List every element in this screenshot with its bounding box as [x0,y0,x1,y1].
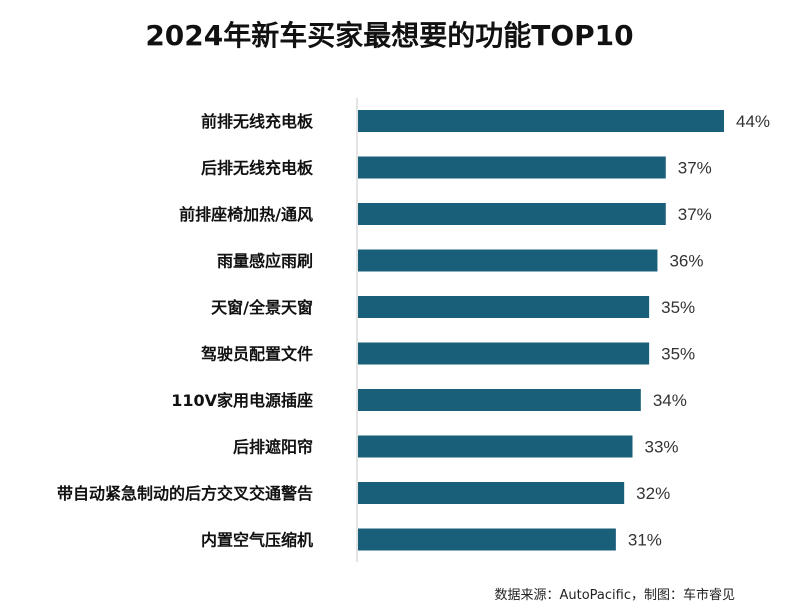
category-label: 雨量感应雨刷 [217,252,313,271]
bar [358,482,625,504]
bar [358,110,724,132]
category-label: 前排无线充电板 [201,112,314,131]
value-label: 35% [661,345,695,364]
value-label: 32% [636,484,670,503]
bar [358,156,666,179]
source-note: 数据来源：AutoPacific，制图：车市睿见 [494,588,735,603]
bar [358,342,650,365]
category-label: 带自动紧急制动的后方交叉交通警告 [57,484,313,503]
category-label: 驾驶员配置文件 [200,345,313,364]
bar [358,435,633,458]
value-label: 34% [653,391,687,410]
value-label: 33% [645,438,679,457]
value-label: 44% [736,112,770,131]
bar [358,296,650,318]
bar [358,389,641,411]
bar [358,249,658,272]
category-label: 后排无线充电板 [201,159,314,178]
value-label: 31% [628,531,662,550]
value-label: 35% [661,298,695,317]
category-label: 内置空气压缩机 [201,531,313,550]
category-label: 前排座椅加热/通风 [179,205,313,224]
value-label: 36% [669,252,703,271]
category-label: 天窗/全景天窗 [211,298,313,317]
category-label: 后排遮阳帘 [233,438,313,457]
value-label: 37% [678,205,712,224]
category-label: 110V家用电源插座 [171,391,313,410]
chart-title: 2024年新车买家最想要的功能TOP10 [145,19,634,52]
bar [358,528,616,551]
bar [358,203,666,225]
value-label: 37% [678,159,712,178]
